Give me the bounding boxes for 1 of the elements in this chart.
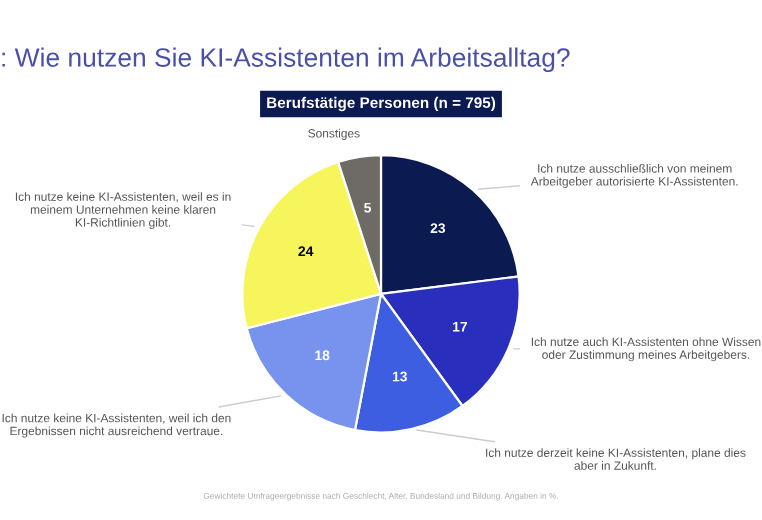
chart-title: : Wie nutzen Sie KI-Assistenten im Arbeitsalltag? bbox=[2, 47, 570, 73]
